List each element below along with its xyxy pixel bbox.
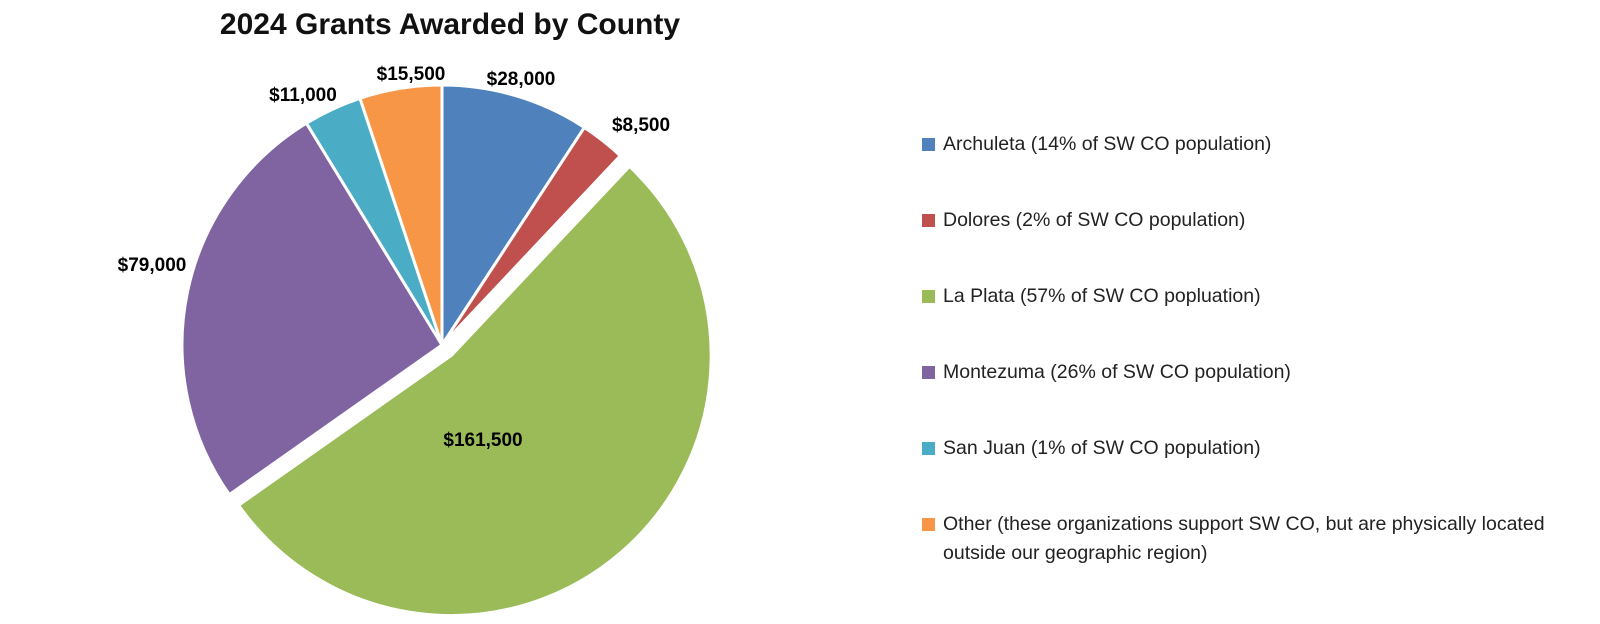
legend-label: Archuleta (14% of SW CO population) — [943, 133, 1272, 155]
data-label-dolores: $8,500 — [612, 115, 670, 136]
legend-item-la: La Plata (57% of SW CO popluation) — [922, 282, 1582, 358]
data-label-san: $11,000 — [269, 85, 337, 106]
legend-swatch — [922, 138, 935, 151]
legend-item-san: San Juan (1% of SW CO population) — [922, 434, 1582, 510]
legend-item-archuleta: Archuleta (14% of SW CO population) — [922, 130, 1582, 206]
legend-swatch — [922, 366, 935, 379]
pie-slice-dolores — [440, 125, 622, 347]
pie-slice-la — [237, 164, 713, 618]
legend-swatch — [922, 290, 935, 303]
pie-slices — [180, 83, 713, 618]
legend-label: La Plata (57% of SW CO popluation) — [943, 285, 1261, 307]
legend-swatch — [922, 518, 935, 531]
legend-label: Montezuma (26% of SW CO population) — [943, 361, 1291, 383]
legend-item-other: Other (these organizations support SW CO… — [922, 510, 1582, 586]
pie-slice-archuleta — [440, 83, 586, 347]
data-label-montezuma: $79,000 — [118, 255, 187, 276]
legend-item-dolores: Dolores (2% of SW CO population) — [922, 206, 1582, 282]
legend-label: San Juan (1% of SW CO population) — [943, 437, 1261, 459]
legend-swatch — [922, 442, 935, 455]
data-label-archuleta: $28,000 — [487, 69, 556, 90]
pie-slice-montezuma — [180, 121, 444, 497]
pie-data-labels: $28,000 $8,500 $161,500 $79,000 $11,000 $15,5… — [118, 64, 670, 451]
legend: Archuleta (14% of SW CO population) Dolor… — [922, 130, 1582, 586]
chart-title: 2024 Grants Awarded by County — [219, 8, 681, 41]
data-label-other: $15,500 — [377, 64, 446, 85]
legend-item-montezuma: Montezuma (26% of SW CO population) — [922, 358, 1582, 434]
pie-plot-area: $28,000 $8,500 $161,500 $79,000 $11,000 $15,5… — [118, 64, 713, 618]
legend-label: Dolores (2% of SW CO population) — [943, 209, 1246, 231]
legend-label: Other (these organizations support SW CO… — [943, 513, 1545, 564]
data-label-la: $161,500 — [443, 430, 522, 451]
legend-swatch — [922, 214, 935, 227]
pie-slice-other — [358, 83, 444, 347]
